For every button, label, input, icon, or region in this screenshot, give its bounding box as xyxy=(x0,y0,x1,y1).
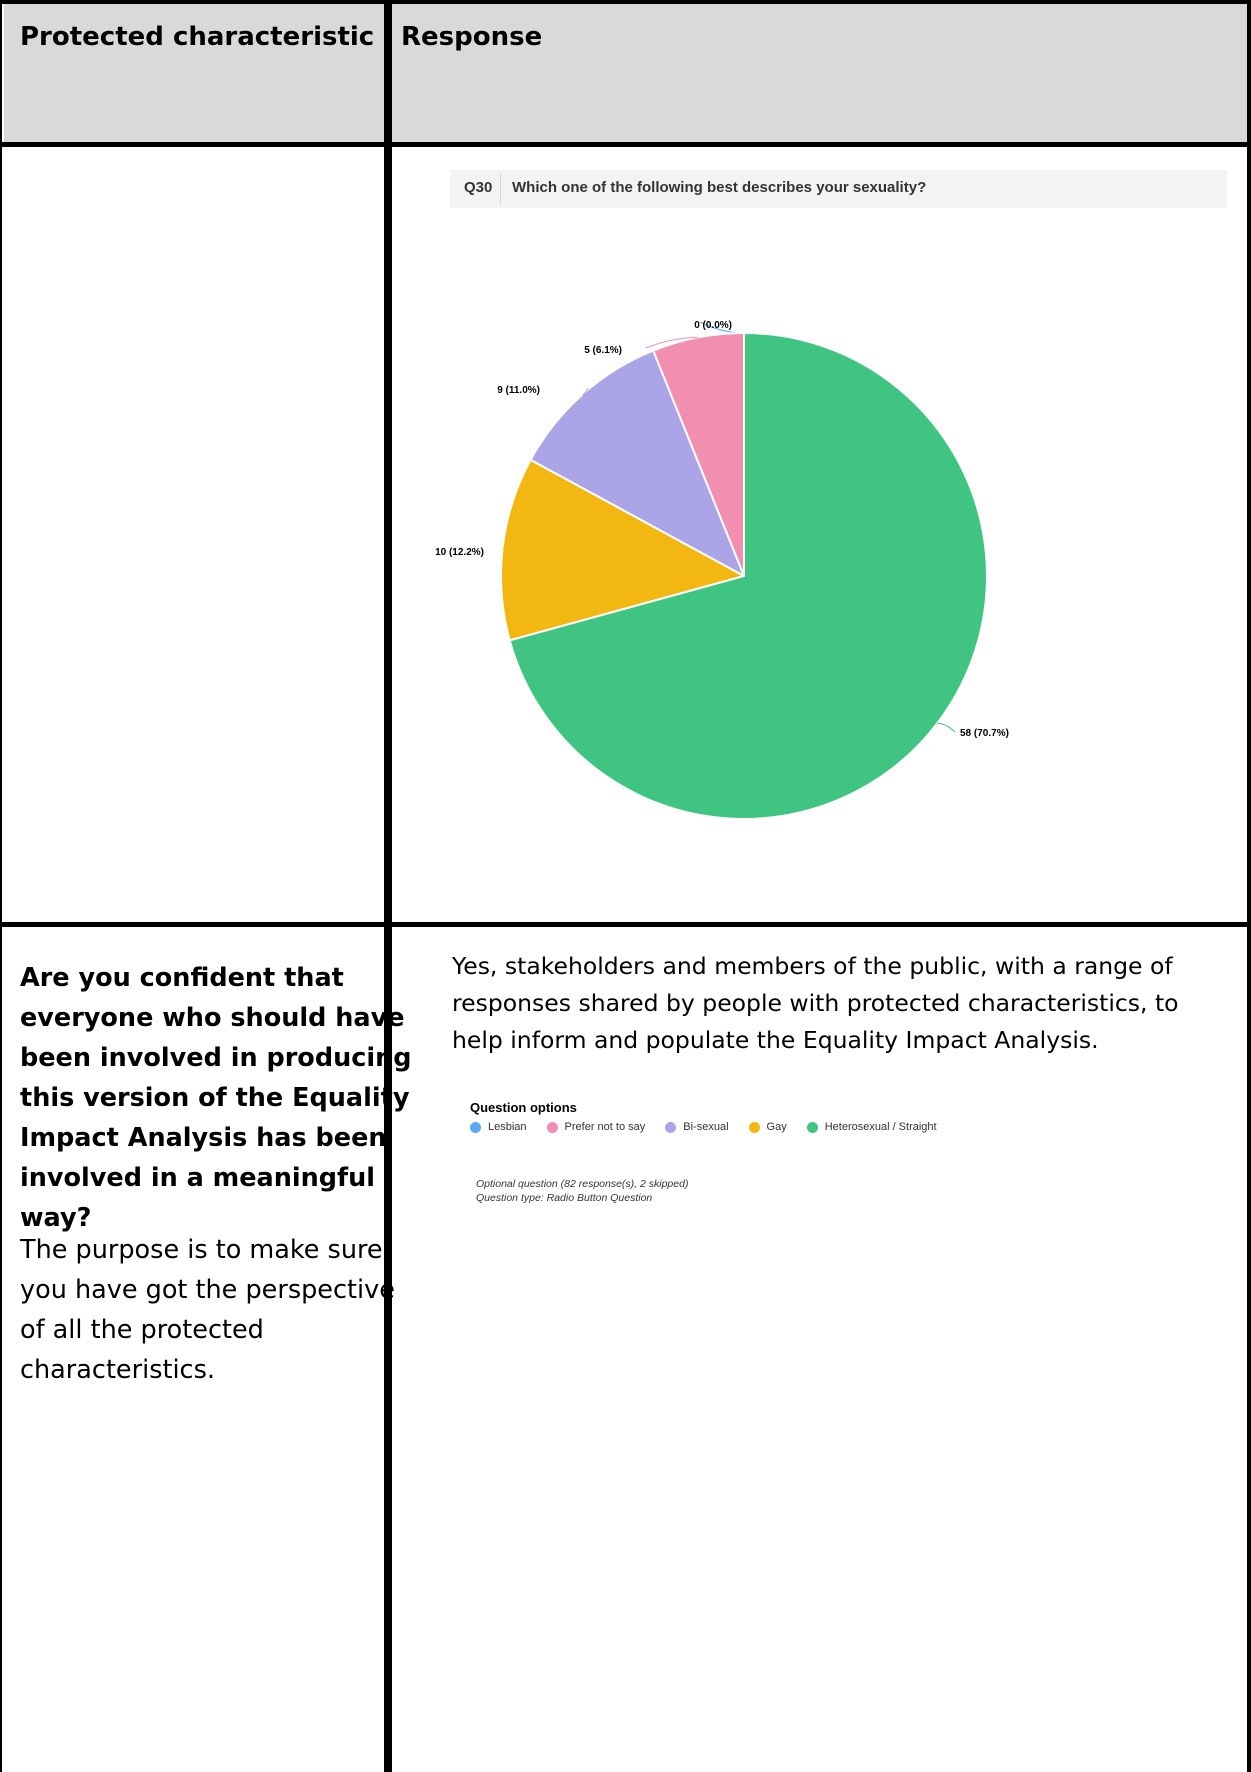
purpose-line: The purpose is to make sure xyxy=(20,1235,383,1265)
response-line: help inform and populate the Equality Im… xyxy=(452,1026,1099,1054)
header-response: Response xyxy=(401,22,543,52)
legend-item: Lesbian xyxy=(470,1121,527,1133)
data-label: 5 (6.1%) xyxy=(584,345,622,356)
column-divider xyxy=(384,0,392,1772)
leader-line-3 xyxy=(502,547,541,551)
question-line: been involved in producing xyxy=(20,1043,412,1073)
response-line: responses shared by people with protecte… xyxy=(452,989,1179,1017)
legend-swatch xyxy=(748,1121,760,1133)
table-border-right xyxy=(1247,0,1251,1772)
legend-label: Gay xyxy=(766,1121,787,1133)
response-text: Yes, stakeholders and members of the pub… xyxy=(452,948,1232,1059)
question-line: Impact Analysis has been xyxy=(20,1123,387,1153)
pie-chart: 0 (0.0%) 5 (6.1%) 9 (11.0%) 10 (12.2%) 58 (7… xyxy=(435,320,1009,820)
data-label: 58 (70.7%) xyxy=(960,728,1009,739)
legend-item: Prefer not to say xyxy=(546,1121,646,1133)
question-line: involved in a meaningful way? xyxy=(20,1163,376,1233)
legend-item: Heterosexual / Straight xyxy=(806,1121,937,1133)
leader-line-1 xyxy=(645,336,698,349)
purpose-line: you have got the perspective xyxy=(20,1275,395,1305)
table-border-top xyxy=(0,0,1251,4)
survey-question-header: Q30 Which one of the following best desc… xyxy=(450,170,1227,208)
leader-line-4 xyxy=(937,722,956,733)
legend-item: Gay xyxy=(748,1121,787,1133)
question-type-note: Question type: Radio Button Question xyxy=(476,1192,653,1204)
question-title: Which one of the following best describe… xyxy=(512,179,927,196)
question-number: Q30 xyxy=(464,179,493,196)
question-separator xyxy=(500,174,501,204)
purpose-line: characteristics. xyxy=(20,1355,215,1385)
data-label: 0 (0.0%) xyxy=(694,320,732,331)
chart-legend: Lesbian Prefer not to say Bi-sexual Gay Hete… xyxy=(470,1121,957,1133)
legend-swatch xyxy=(806,1121,818,1133)
legend-label: Lesbian xyxy=(488,1121,527,1133)
question-line: this version of the Equality xyxy=(20,1083,410,1113)
optional-question-note: Optional question (82 response(s), 2 ski… xyxy=(476,1178,689,1190)
table-border-left xyxy=(0,0,2,1772)
legend-title: Question options xyxy=(470,1100,577,1115)
header-cell-response: Response xyxy=(392,4,1251,142)
legend-swatch xyxy=(665,1121,677,1133)
pie-slice-heterosexual-straight xyxy=(508,331,988,820)
row-divider xyxy=(0,922,1251,927)
data-label: 10 (12.2%) xyxy=(435,547,484,558)
legend-item: Bi-sexual xyxy=(665,1121,729,1133)
legend-label: Bi-sexual xyxy=(683,1121,729,1133)
data-label: 9 (11.0%) xyxy=(497,385,540,396)
legend-swatch xyxy=(470,1121,481,1133)
leader-line-2 xyxy=(582,387,589,396)
legend-swatch xyxy=(546,1121,558,1133)
header-cell-protected-characteristic: Protected characteristic xyxy=(4,4,384,142)
legend-label: Prefer not to say xyxy=(564,1121,646,1133)
legend-label: Heterosexual / Straight xyxy=(824,1121,937,1133)
header-protected-characteristic: Protected characteristic xyxy=(20,22,375,52)
involvement-question: Are you confident that everyone who shoul… xyxy=(20,958,430,1238)
purpose-text: The purpose is to make sure you have got … xyxy=(20,1230,430,1390)
response-line: Yes, stakeholders and members of the pub… xyxy=(452,952,1173,980)
question-line: everyone who should have xyxy=(20,1003,405,1033)
header-divider xyxy=(0,142,1251,147)
question-line: Are you confident that xyxy=(20,963,344,993)
purpose-line: of all the protected xyxy=(20,1315,264,1345)
